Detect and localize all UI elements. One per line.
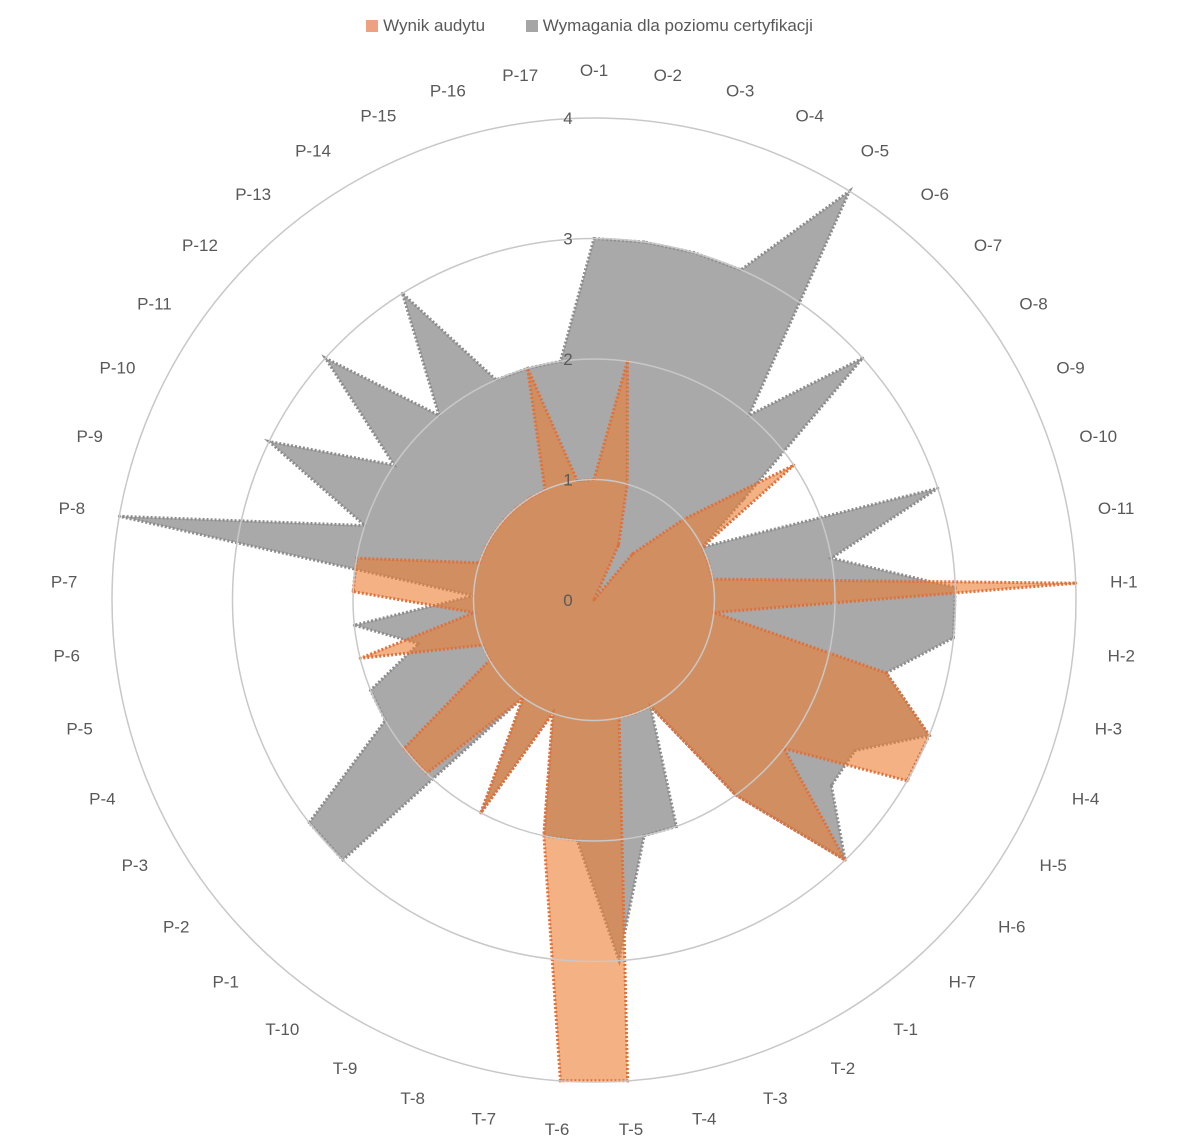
category-label: H-2 xyxy=(1108,646,1135,665)
category-label: P-15 xyxy=(360,107,396,126)
grid-circle-2 xyxy=(352,358,836,842)
category-label: T-1 xyxy=(893,1020,918,1039)
category-label: T-7 xyxy=(471,1110,496,1129)
category-label: H-4 xyxy=(1072,790,1099,809)
category-label: H-7 xyxy=(949,972,976,991)
category-label: T-8 xyxy=(400,1089,425,1108)
category-label: T-6 xyxy=(545,1120,570,1139)
category-label: P-16 xyxy=(430,81,466,100)
category-label: P-14 xyxy=(295,141,331,160)
category-label: O-5 xyxy=(861,141,889,160)
category-label: O-6 xyxy=(921,185,949,204)
category-label: P-9 xyxy=(77,427,103,446)
r-tick-label: 4 xyxy=(563,109,572,128)
category-label: T-4 xyxy=(692,1110,717,1129)
category-label: H-5 xyxy=(1039,856,1066,875)
legend-item-audit: Wynik audytu xyxy=(366,16,485,36)
r-tick-label: 1 xyxy=(563,471,572,490)
data-point xyxy=(617,543,621,547)
category-label: O-10 xyxy=(1079,427,1117,446)
category-label: P-13 xyxy=(235,185,271,204)
legend-label-audit: Wynik audytu xyxy=(383,16,486,35)
category-label: T-10 xyxy=(265,1020,299,1039)
category-label: O-7 xyxy=(974,236,1002,255)
category-label: O-3 xyxy=(726,81,754,100)
grid-circle-3 xyxy=(231,237,957,963)
data-point xyxy=(631,552,635,556)
legend-swatch-audit xyxy=(366,20,379,32)
category-label: P-3 xyxy=(122,856,148,875)
category-label: T-5 xyxy=(619,1120,644,1139)
legend-label-requirements: Wymagania dla poziomu certyfikacji xyxy=(542,16,813,35)
category-label: H-6 xyxy=(998,917,1025,936)
legend-swatch-requirements xyxy=(525,20,538,32)
category-label: T-2 xyxy=(831,1059,856,1078)
r-tick-label: 3 xyxy=(563,230,572,249)
category-label: P-2 xyxy=(163,917,189,936)
category-label: P-6 xyxy=(53,646,79,665)
category-label: O-4 xyxy=(795,107,823,126)
r-tick-label: 2 xyxy=(563,350,572,369)
data-point xyxy=(884,671,888,675)
data-point xyxy=(829,783,833,787)
legend: Wynik audytu Wymagania dla poziomu certy… xyxy=(0,16,1179,37)
category-label: P-7 xyxy=(51,572,77,591)
category-label: H-1 xyxy=(1110,572,1137,591)
category-label: P-8 xyxy=(59,499,85,518)
category-label: T-9 xyxy=(333,1059,358,1078)
category-label: T-3 xyxy=(763,1089,788,1108)
category-label: P-1 xyxy=(212,972,238,991)
r-tick-label: 0 xyxy=(563,591,572,610)
category-label: O-8 xyxy=(1019,295,1047,314)
grid-circle-4 xyxy=(111,117,1077,1083)
category-label: P-11 xyxy=(137,295,172,314)
category-label: P-12 xyxy=(182,236,218,255)
category-label: P-5 xyxy=(66,719,92,738)
category-label: O-1 xyxy=(580,61,608,80)
category-label: O-11 xyxy=(1098,499,1135,518)
category-label: O-9 xyxy=(1056,359,1084,378)
category-label: P-4 xyxy=(89,790,115,809)
category-label: P-10 xyxy=(99,359,135,378)
category-label: H-3 xyxy=(1095,719,1122,738)
grid-circle-1 xyxy=(472,478,716,722)
category-label: O-2 xyxy=(654,66,682,85)
category-label: P-17 xyxy=(502,66,538,85)
data-point xyxy=(592,598,596,602)
legend-item-requirements: Wymagania dla poziomu certyfikacji xyxy=(525,16,813,36)
